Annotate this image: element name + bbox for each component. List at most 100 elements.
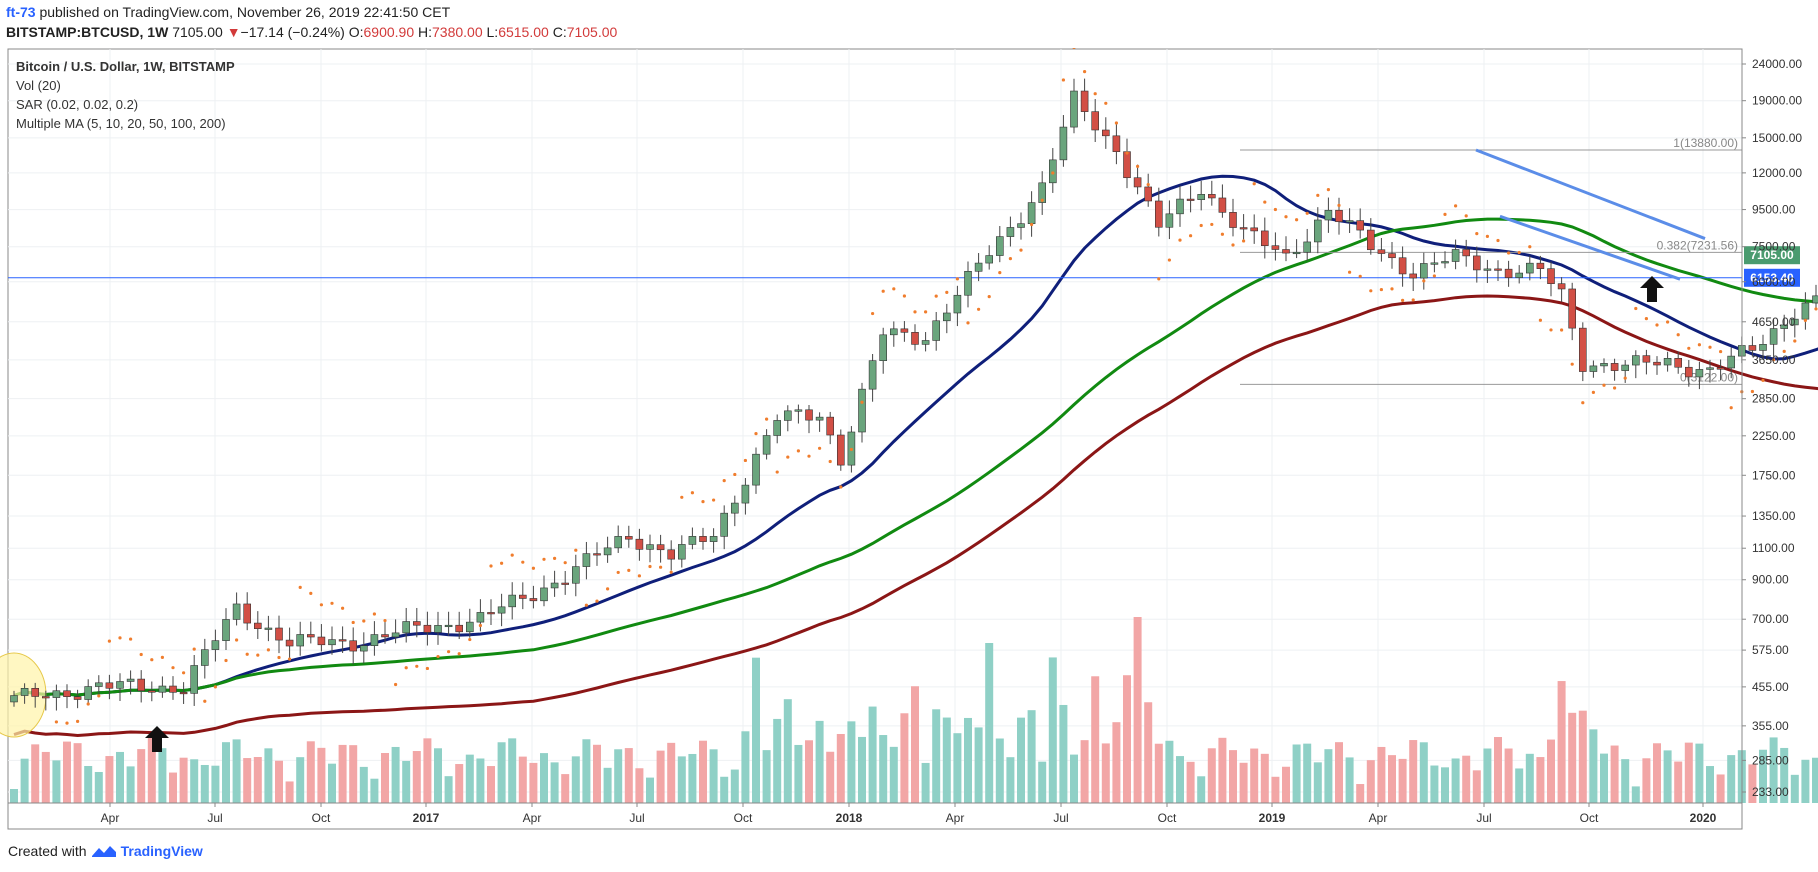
candle-down bbox=[487, 612, 495, 615]
volume-bar bbox=[942, 717, 951, 803]
sar-dot bbox=[1337, 203, 1341, 207]
x-tick-label: Jul bbox=[1053, 811, 1068, 825]
candle-up bbox=[158, 685, 167, 693]
volume-bar bbox=[1589, 729, 1598, 803]
candle-down bbox=[1748, 345, 1757, 351]
x-tick-label: Apr bbox=[523, 811, 542, 825]
volume-bar bbox=[423, 738, 432, 803]
x-tick-label: Jul bbox=[1476, 811, 1491, 825]
sar-dot bbox=[913, 310, 917, 314]
sar-dot bbox=[1263, 200, 1267, 204]
sar-dot bbox=[1772, 358, 1776, 362]
volume-bar bbox=[94, 771, 103, 803]
candle-down bbox=[656, 544, 665, 551]
volume-bar bbox=[487, 766, 495, 803]
sar-dot bbox=[1485, 234, 1489, 238]
candle-down bbox=[1536, 262, 1545, 269]
tradingview-brand[interactable]: TradingView bbox=[120, 843, 203, 859]
candle-up bbox=[1176, 198, 1184, 215]
author-name[interactable]: ft-73 bbox=[6, 4, 36, 20]
candle-up bbox=[709, 536, 718, 542]
candle-up bbox=[434, 625, 442, 633]
sar-dot bbox=[1793, 339, 1797, 343]
volume-bar bbox=[1133, 617, 1142, 803]
candle-down bbox=[1208, 194, 1216, 199]
x-tick-label: Oct bbox=[312, 811, 331, 825]
volume-bar bbox=[243, 758, 252, 803]
volume-bar bbox=[1027, 710, 1036, 803]
candle-up bbox=[1759, 344, 1767, 351]
candle-down bbox=[1409, 273, 1417, 279]
sar-dot bbox=[341, 606, 345, 610]
candle-up bbox=[646, 544, 654, 550]
volume-bar bbox=[1366, 760, 1375, 803]
volume-bar bbox=[1101, 743, 1110, 803]
volume-bar bbox=[1303, 743, 1312, 803]
sar-dot bbox=[1136, 164, 1140, 168]
volume-bar bbox=[688, 753, 697, 803]
candle-down bbox=[1494, 268, 1502, 271]
volume-bar bbox=[1578, 710, 1587, 803]
price-chart[interactable]: 1(13880.00) 0.382(7231.56) 0(3122.00) 7105.… bbox=[0, 48, 1818, 836]
sar-dot bbox=[1708, 345, 1712, 349]
volume-bar bbox=[603, 767, 612, 803]
volume-bar bbox=[1494, 737, 1502, 803]
change: −17.14 (−0.24%) bbox=[240, 24, 345, 40]
sar-dot bbox=[765, 417, 769, 421]
sar-dot bbox=[945, 290, 949, 295]
legend-sar[interactable]: SAR (0.02, 0.02, 0.2) bbox=[16, 97, 138, 112]
legend-ma[interactable]: Multiple MA (5, 10, 20, 50, 100, 200) bbox=[16, 116, 226, 131]
sar-dot bbox=[881, 289, 885, 293]
volume-bar bbox=[359, 766, 368, 803]
sar-dot bbox=[1422, 279, 1426, 283]
candle-up bbox=[1801, 302, 1810, 320]
sar-dot bbox=[1157, 277, 1161, 281]
sar-dot bbox=[129, 637, 133, 641]
symbol-line: BITSTAMP:BTCUSD, 1W 7105.00 ▼−17.14 (−0.… bbox=[6, 24, 617, 40]
candle-up bbox=[550, 582, 559, 589]
y-tick-label: 900.00 bbox=[1752, 573, 1789, 587]
volume-bar bbox=[794, 744, 803, 803]
volume-bar bbox=[20, 758, 29, 803]
volume-bar bbox=[126, 766, 135, 803]
sar-dot bbox=[1040, 198, 1044, 202]
candle-down bbox=[1462, 249, 1470, 257]
candle-up bbox=[1600, 363, 1608, 367]
sar-dot bbox=[595, 599, 599, 603]
candle-up bbox=[942, 312, 951, 322]
candle-up bbox=[1812, 295, 1818, 304]
sar-dot bbox=[743, 458, 748, 463]
sar-dot bbox=[1475, 232, 1479, 236]
candle-down bbox=[1091, 111, 1099, 131]
sar-dot bbox=[266, 648, 270, 652]
sar-dot bbox=[298, 585, 302, 589]
sar-dot bbox=[478, 623, 482, 628]
volume-bar bbox=[529, 762, 538, 803]
volume-bar bbox=[1653, 743, 1661, 803]
volume-bar bbox=[624, 748, 633, 803]
sar-dot bbox=[1634, 306, 1638, 311]
volume-bar bbox=[1207, 748, 1216, 803]
candle-down bbox=[1388, 253, 1396, 259]
candle-down bbox=[169, 685, 177, 693]
volume-bar bbox=[847, 721, 856, 803]
candle-down bbox=[593, 553, 601, 556]
candle-up bbox=[773, 420, 782, 436]
candle-down bbox=[423, 624, 432, 633]
price-badge-label: 7105.00 bbox=[1750, 248, 1794, 262]
sar-dot bbox=[309, 591, 313, 596]
legend-vol[interactable]: Vol (20) bbox=[16, 78, 61, 93]
volume-bar bbox=[773, 718, 782, 803]
candle-up bbox=[1292, 251, 1301, 255]
sar-dot bbox=[1220, 232, 1224, 236]
sar-dot bbox=[584, 603, 589, 607]
candle-down bbox=[317, 636, 326, 646]
sar-dot bbox=[76, 719, 80, 723]
candle-down bbox=[275, 627, 283, 641]
volume-bar bbox=[540, 753, 548, 803]
sar-dot bbox=[606, 587, 610, 591]
sar-dot bbox=[171, 666, 175, 670]
sar-dot bbox=[1687, 346, 1691, 350]
sar-dot bbox=[1072, 48, 1076, 50]
volume-bar bbox=[1229, 750, 1237, 803]
